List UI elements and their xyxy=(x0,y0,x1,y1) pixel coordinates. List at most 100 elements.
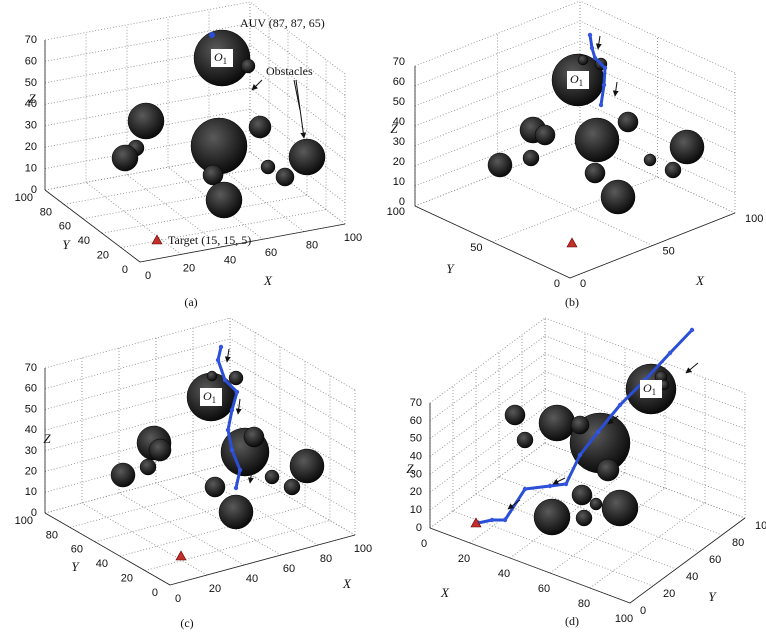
z-tick-label: 60 xyxy=(25,55,37,67)
z-tick-label: 40 xyxy=(25,98,37,110)
target xyxy=(175,550,187,561)
obstacle-label: O1 xyxy=(203,389,216,405)
x-tick-label: 60 xyxy=(538,583,550,595)
y-axis-title: Y xyxy=(71,559,80,574)
obstacle-label: O1 xyxy=(214,50,227,66)
z-tick-label: 20 xyxy=(410,486,422,498)
obstacle xyxy=(596,458,620,482)
z-axis-title: Z xyxy=(406,461,414,476)
obstacle xyxy=(204,476,226,498)
obstacle-label: O1 xyxy=(643,381,656,397)
z-tick-label: 10 xyxy=(25,162,37,174)
path-point xyxy=(667,350,673,356)
obstacle xyxy=(243,426,265,448)
grid-line xyxy=(85,182,182,255)
grid-line xyxy=(249,23,346,96)
grid-line xyxy=(492,176,658,243)
label-box xyxy=(640,380,662,398)
x-tick-label: 80 xyxy=(578,598,590,610)
obstacle xyxy=(190,117,248,175)
obstacle xyxy=(538,404,576,442)
obstacle xyxy=(589,497,603,511)
z-tick-label: 0 xyxy=(399,196,405,208)
z-tick-label: 0 xyxy=(416,522,422,534)
z-tick-label: 0 xyxy=(31,507,37,519)
obstacle xyxy=(533,498,571,536)
path-point xyxy=(489,517,495,523)
y-axis-title: Y xyxy=(62,237,71,252)
path-point xyxy=(229,447,235,453)
y-tick-label: 0 xyxy=(152,587,158,599)
axis-line xyxy=(139,223,346,263)
obstacle xyxy=(275,167,295,187)
path-point xyxy=(237,467,243,473)
grid-line xyxy=(81,502,208,576)
y-tick-label: 0 xyxy=(640,605,646,617)
z-tick-label: 30 xyxy=(25,445,37,457)
obstacle xyxy=(575,509,593,527)
obstacle xyxy=(110,462,136,488)
obstacle-label-sub: 1 xyxy=(223,56,228,66)
y-tick-label: 100 xyxy=(15,192,33,204)
x-tick-label: 50 xyxy=(663,245,675,257)
x-axis-title: X xyxy=(695,273,705,288)
grid-line xyxy=(44,359,231,410)
panel: 0 20 40 60 80 100 0 20 40 60 80 100 0 10 20 30 40 50 60 70 X… xyxy=(406,317,766,628)
grid-line xyxy=(229,359,356,432)
z-tick-label: 70 xyxy=(25,34,37,46)
grid-line xyxy=(249,65,346,139)
grid-line xyxy=(249,130,346,203)
x-tick-label: 0 xyxy=(175,593,181,605)
grid-line xyxy=(469,457,586,544)
obstacle xyxy=(218,494,254,530)
z-tick-label: 60 xyxy=(393,76,405,88)
obstacle xyxy=(148,438,172,462)
direction-arrows xyxy=(224,35,699,510)
z-tick-label: 70 xyxy=(393,56,405,68)
obstacle xyxy=(248,115,272,139)
grid-line xyxy=(229,379,356,453)
auv-label: AUV (87, 87, 65) xyxy=(240,16,325,30)
caption: (a) xyxy=(184,295,197,309)
grid-line xyxy=(229,317,356,391)
grid-line xyxy=(429,442,546,529)
obstacle xyxy=(574,117,620,163)
z-tick-label: 30 xyxy=(410,468,422,480)
obstacle xyxy=(617,111,639,133)
x-tick-label: 100 xyxy=(344,232,362,244)
obstacle xyxy=(669,129,705,165)
target xyxy=(151,234,163,245)
path-point xyxy=(233,485,239,491)
path-point xyxy=(689,327,695,333)
z-axis-title: Z xyxy=(28,91,36,106)
label-box xyxy=(567,71,589,89)
y-tick-label: 20 xyxy=(663,588,675,600)
grid-line xyxy=(429,353,546,440)
x-tick-label: 100 xyxy=(354,543,372,555)
grid-line xyxy=(414,0,581,67)
x-tick-label: 20 xyxy=(458,553,470,565)
grid-line xyxy=(126,174,223,248)
y-tick-label: 60 xyxy=(71,544,83,556)
grid-line xyxy=(167,166,264,240)
y-tick-label: 50 xyxy=(470,242,482,254)
x-tick-label: 80 xyxy=(320,553,332,565)
arrow xyxy=(293,79,301,111)
y-tick-label: 100 xyxy=(755,520,766,532)
obstacle xyxy=(643,153,657,167)
obstacle xyxy=(127,102,165,140)
x-tick-label: 0 xyxy=(580,278,586,290)
panels: 020406080100020406080100010203040506070X… xyxy=(15,0,766,630)
z-tick-label: 20 xyxy=(25,141,37,153)
caption: (d) xyxy=(565,614,579,628)
x-tick-label: 0 xyxy=(421,538,427,550)
axis-line xyxy=(44,189,141,263)
path-point xyxy=(602,65,608,71)
grid-line xyxy=(119,505,306,557)
z-tick-label: 20 xyxy=(393,156,405,168)
x-tick-label: 40 xyxy=(246,573,258,585)
obstacle-label-main: O xyxy=(203,389,212,403)
grid-line xyxy=(144,520,331,571)
grid-line xyxy=(414,60,581,127)
x-tick-label: 0 xyxy=(145,270,151,282)
